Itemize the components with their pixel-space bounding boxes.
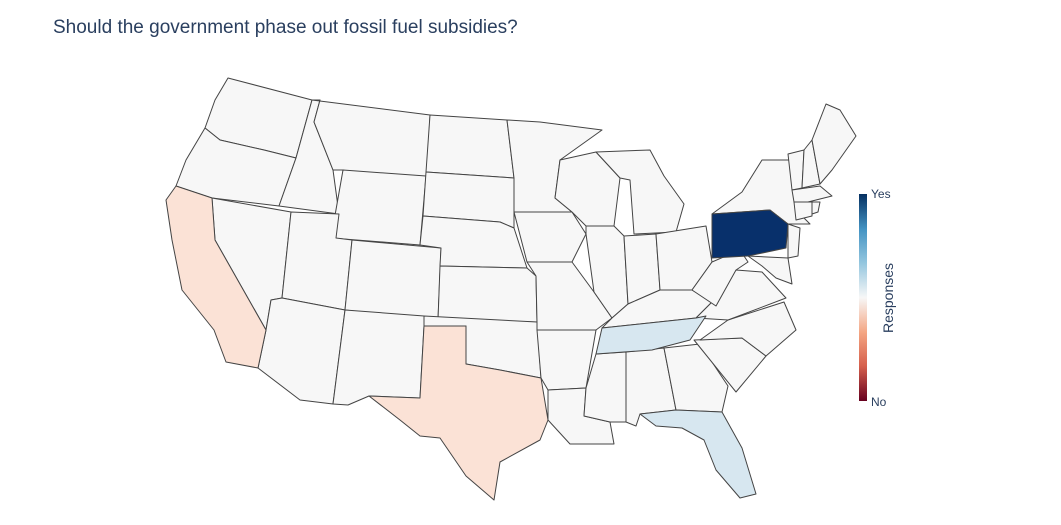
state-arkansas[interactable] (536, 329, 597, 391)
neutral-states (175, 77, 857, 445)
state-pennsylvania[interactable] (711, 209, 789, 259)
state-kansas[interactable] (437, 265, 538, 323)
state-new-jersey[interactable] (787, 223, 801, 259)
state-florida[interactable] (639, 409, 757, 499)
state-massachusetts[interactable] (791, 185, 833, 203)
colorbar (859, 194, 867, 401)
state-iowa[interactable] (513, 211, 587, 263)
state-georgia[interactable] (663, 343, 729, 413)
state-california[interactable] (165, 185, 267, 369)
state-new-mexico[interactable] (332, 309, 425, 406)
colorbar-title: Responses (880, 263, 896, 333)
colorbar-tick-yes: Yes (871, 187, 891, 201)
state-maine[interactable] (811, 103, 857, 185)
state-wyoming[interactable] (330, 169, 427, 246)
colorbar-tick-no: No (871, 395, 887, 409)
state-texas[interactable] (368, 325, 549, 501)
chart-title: Should the government phase out fossil f… (53, 17, 518, 38)
state-connecticut[interactable] (793, 201, 813, 221)
state-colorado[interactable] (344, 239, 442, 321)
state-north-dakota[interactable] (425, 114, 515, 179)
state-arizona[interactable] (257, 297, 346, 405)
state-tennessee[interactable] (595, 315, 707, 355)
state-rhode-island[interactable] (811, 201, 821, 215)
state-maryland[interactable] (747, 255, 793, 285)
